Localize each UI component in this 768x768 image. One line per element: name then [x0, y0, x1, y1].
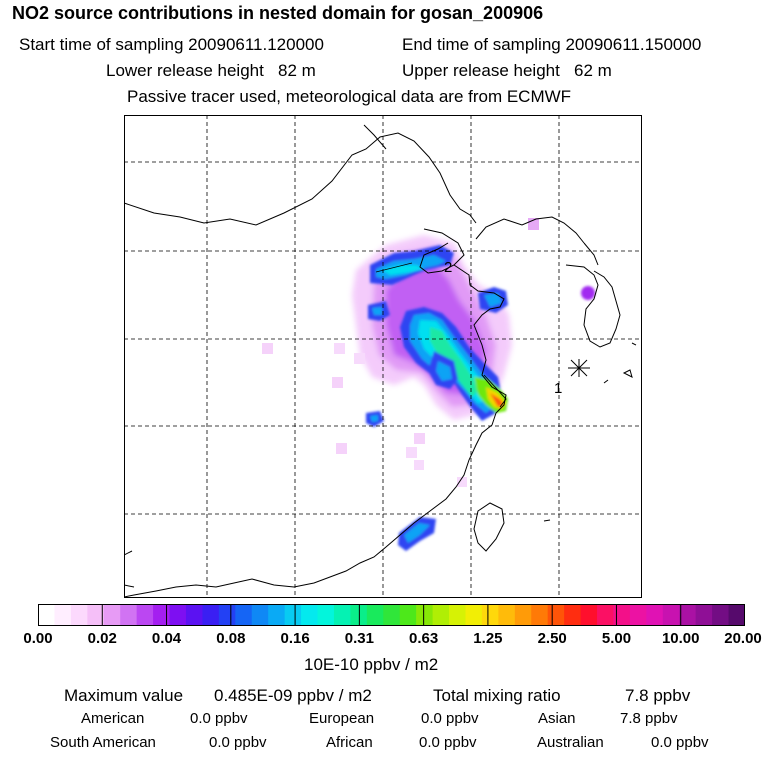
colorbar-swatch — [136, 604, 154, 626]
max-value: 0.485E-09 ppbv / m2 — [214, 686, 372, 705]
station-label-2: 2 — [444, 259, 452, 276]
colorbar-swatch — [514, 604, 532, 626]
colorbar-tick-label: 20.00 — [724, 630, 762, 647]
colorbar-swatch — [251, 604, 269, 626]
colorbar-swatch — [301, 604, 319, 626]
colorbar-swatch — [185, 604, 204, 626]
colorbar-swatch — [662, 604, 680, 626]
concentration-plume — [262, 218, 595, 551]
colorbar-swatch — [416, 604, 434, 626]
lat-lon-grid — [124, 115, 642, 598]
colorbar-tick-label: 0.02 — [87, 630, 117, 647]
colorbar-swatch — [481, 604, 499, 626]
colorbar-tick-label: 5.00 — [601, 630, 632, 647]
colorbar-swatch — [564, 604, 582, 626]
receptor-marker-icon — [568, 359, 590, 377]
colorbar-swatch — [54, 604, 72, 626]
colorbar-swatch — [597, 604, 615, 626]
colorbar-tick-label: 1.25 — [473, 630, 503, 647]
coastline — [124, 124, 637, 598]
colorbar-swatch — [449, 604, 467, 626]
colorbar-swatch — [531, 604, 549, 626]
region-name: Asian — [538, 710, 576, 727]
colorbar-tick-label: 2.50 — [537, 630, 567, 647]
colorbar-swatch — [728, 604, 745, 626]
region-value: 0.0 ppbv — [651, 734, 709, 751]
region-name: European — [309, 710, 375, 727]
colorbar-swatch — [235, 604, 253, 626]
colorbar-tick-label: 0.08 — [216, 630, 246, 647]
region-value: 0.0 ppbv — [209, 734, 267, 751]
colorbar-swatch — [646, 604, 664, 626]
colorbar — [38, 604, 745, 626]
colorbar-units: 10E-10 ppbv / m2 — [304, 655, 439, 674]
colorbar-swatch — [547, 604, 565, 626]
colorbar-tick-label: 0.00 — [23, 630, 53, 647]
colorbar-swatch — [679, 604, 697, 626]
end-time: End time of sampling 20090611.150000 — [402, 35, 702, 54]
colorbar-swatch — [70, 604, 88, 626]
colorbar-swatch — [169, 604, 187, 626]
region-value: 0.0 ppbv — [419, 734, 477, 751]
colorbar-swatch — [284, 604, 302, 626]
colorbar-border — [38, 604, 745, 626]
colorbar-swatch — [580, 604, 598, 626]
region-value: 0.0 ppbv — [421, 710, 479, 727]
colorbar-swatch — [712, 604, 730, 626]
colorbar-tick-label: 10.00 — [661, 630, 700, 647]
colorbar-tick-label: 0.04 — [151, 630, 182, 647]
upper-release-height: Upper release height 62 m — [402, 61, 612, 80]
colorbar-swatch — [268, 604, 286, 626]
map-panel: 1 2 — [124, 115, 642, 598]
colorbar-swatch — [465, 604, 483, 626]
start-time: Start time of sampling 20090611.120000 — [19, 35, 324, 54]
region-value: 7.8 ppbv — [620, 710, 678, 727]
colorbar-swatch — [333, 604, 351, 626]
colorbar-swatch — [613, 604, 631, 626]
colorbar-swatch — [120, 604, 138, 626]
station-label-1: 1 — [554, 380, 562, 397]
region-name: South American — [50, 734, 156, 751]
colorbar-tick-label: 0.16 — [280, 630, 310, 647]
colorbar-swatch — [202, 604, 220, 626]
region-name: Australian — [537, 734, 604, 751]
region-name: American — [81, 710, 145, 727]
colorbar-swatch — [218, 604, 236, 626]
colorbar-swatch — [432, 604, 450, 626]
colorbar-swatch — [399, 604, 417, 626]
region-name: African — [326, 734, 373, 751]
colorbar-swatch — [87, 604, 105, 626]
colorbar-swatch — [103, 604, 121, 626]
colorbar-swatch — [695, 604, 713, 626]
colorbar-tick-label: 0.31 — [344, 630, 374, 647]
colorbar-swatch — [629, 604, 647, 626]
total-mixing-value: 7.8 ppbv — [625, 686, 691, 705]
colorbar-swatch — [153, 604, 171, 626]
colorbar-tick-label: 0.63 — [409, 630, 439, 647]
colorbar-swatch — [317, 604, 335, 626]
colorbar-swatch — [383, 604, 401, 626]
map-title: NO2 source contributions in nested domai… — [12, 3, 544, 23]
colorbar-swatch — [498, 604, 516, 626]
region-value: 0.0 ppbv — [190, 710, 248, 727]
tracer-note: Passive tracer used, meteorological data… — [127, 87, 572, 106]
colorbar-swatch — [38, 604, 56, 626]
total-mixing-label: Total mixing ratio — [433, 686, 561, 705]
colorbar-swatch — [366, 604, 384, 626]
max-value-label: Maximum value — [64, 686, 184, 705]
lower-release-height: Lower release height 82 m — [106, 61, 316, 80]
